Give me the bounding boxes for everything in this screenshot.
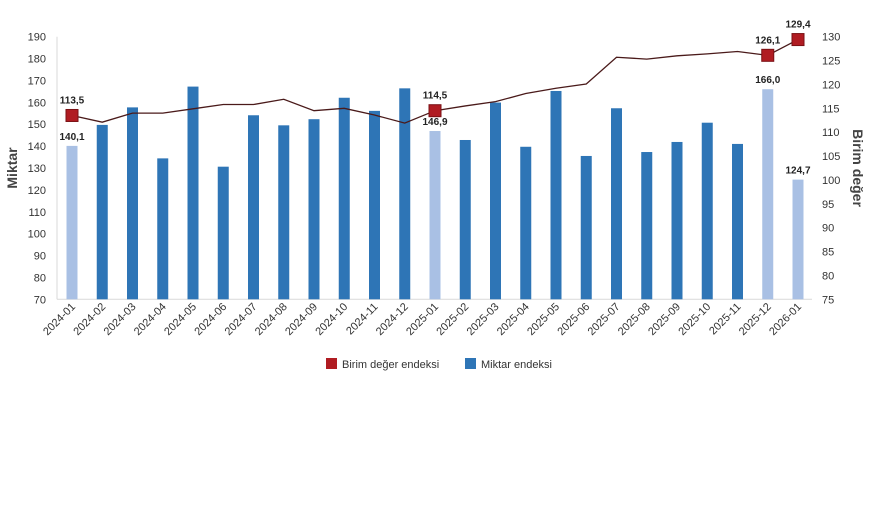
bar-miktar [248,115,259,300]
legend-label-birim-deger: Birim değer endeksi [342,359,439,371]
left-tick-label: 170 [28,75,46,87]
bar-miktar [338,97,350,300]
x-tick-label: 2025-07 [586,301,623,338]
bar-miktar [701,122,713,300]
right-tick-label: 105 [822,151,840,163]
right-tick-label: 95 [822,199,834,211]
data-label-miktar: 146,9 [422,117,447,128]
bar-miktar [732,143,743,300]
left-tick-label: 70 [34,294,46,306]
x-tick-label: 2024-12 [374,301,411,338]
x-tick-label: 2025-02 [434,301,471,338]
x-tick-label: 2024-10 [313,301,350,338]
right-tick-label: 80 [822,270,834,282]
bar-miktar [187,86,199,300]
bar-miktar [611,108,622,300]
right-tick-label: 115 [822,103,840,115]
bar-miktar [762,89,774,300]
bar-miktar [96,124,108,300]
x-tick-label: 2024-02 [71,301,108,338]
right-tick-label: 85 [822,247,834,259]
x-tick-label: 2025-09 [646,301,683,338]
bar-miktar [369,110,380,300]
left-tick-label: 180 [28,54,46,66]
right-tick-label: 125 [822,56,840,68]
marker-birim-deger [791,33,805,47]
bar-miktar [429,131,441,300]
data-label-miktar: 166,0 [755,75,780,86]
bar-miktar [792,179,804,300]
bar-miktar [66,145,78,300]
marker-birim-deger [761,48,775,62]
bar-miktar [490,102,501,300]
left-tick-label: 120 [28,185,46,197]
left-tick-label: 80 [34,272,46,284]
bar-miktar [580,155,592,300]
bar-miktar [157,158,169,300]
left-tick-label: 190 [28,32,46,44]
data-label-birim-deger: 114,5 [423,91,448,102]
x-tick-label: 2024-05 [162,301,199,338]
x-tick-label: 2025-01 [404,301,441,338]
left-tick-label: 150 [28,119,46,131]
x-tick-label: 2024-06 [192,301,229,338]
left-tick-label: 160 [28,97,46,109]
right-axis-title: Birim değer [850,129,866,207]
x-tick-label: 2024-01 [41,301,78,338]
bar-miktar [217,166,229,300]
data-label-birim-deger: 113,5 [60,95,85,106]
marker-birim-deger [428,104,442,118]
right-tick-label: 90 [822,223,834,235]
bar-miktar [127,107,138,300]
bar-miktar [671,141,683,300]
bar-miktar [399,88,411,300]
left-tick-label: 110 [28,207,46,219]
bar-miktar [278,125,290,300]
left-axis-title: Miktar [4,147,20,189]
x-tick-label: 2025-05 [525,301,562,338]
x-tick-label: 2025-06 [555,301,592,338]
legend: Birim değer endeksi Miktar endeksi [326,358,552,371]
data-label-birim-deger: 126,1 [755,35,780,46]
x-tick-label: 2024-04 [132,301,169,338]
x-tick-label: 2026-01 [767,301,804,338]
x-tick-label: 2025-10 [676,301,713,338]
x-tick-label: 2025-08 [616,301,653,338]
legend-swatch-birim-deger [326,358,337,369]
x-tick-label: 2025-04 [495,301,532,338]
data-label-birim-deger: 129,4 [785,20,810,31]
bar-miktar [641,152,653,300]
bar-miktar [550,90,562,300]
left-tick-label: 90 [34,251,46,263]
data-label-miktar: 140,1 [59,132,84,143]
legend-swatch-miktar [465,358,476,369]
legend-label-miktar: Miktar endeksi [481,359,552,371]
right-tick-label: 130 [822,32,840,44]
right-tick-label: 120 [822,79,840,91]
left-tick-label: 130 [28,163,46,175]
right-tick-label: 110 [822,127,840,139]
marker-birim-deger [65,108,79,122]
data-label-miktar: 124,7 [785,166,810,177]
x-tick-label: 2025-03 [465,301,502,338]
left-tick-label: 140 [28,141,46,153]
left-tick-label: 100 [28,229,46,241]
bar-miktar [308,119,320,300]
right-tick-label: 100 [822,175,840,187]
bar-miktar [520,146,532,300]
x-tick-label: 2024-07 [223,301,260,338]
x-tick-label: 2024-03 [102,301,139,338]
x-tick-label: 2025-12 [737,301,774,338]
bar-miktar [459,139,471,300]
right-tick-label: 75 [822,294,834,306]
x-tick-label: 2024-09 [283,301,320,338]
x-tick-label: 2024-08 [253,301,290,338]
